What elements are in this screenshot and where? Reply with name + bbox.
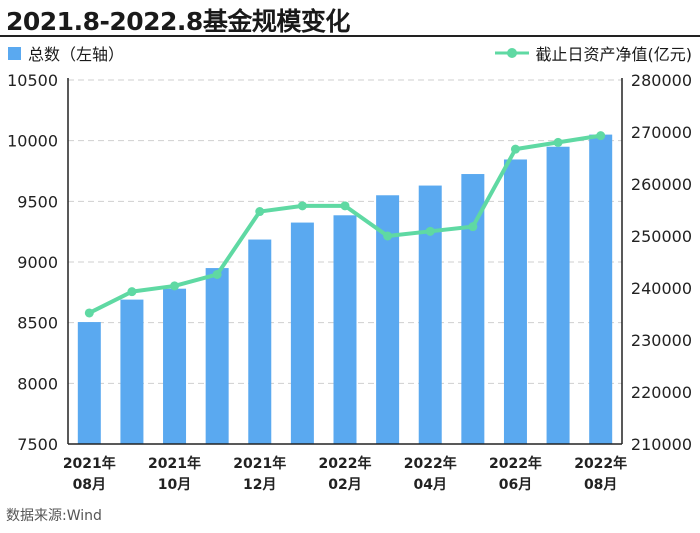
y-right-tick-label: 280000 bbox=[631, 71, 692, 90]
x-tick-label: 02月 bbox=[328, 477, 361, 493]
bar bbox=[461, 174, 485, 445]
x-tick-label: 2022年 bbox=[574, 455, 627, 472]
x-tick-label: 2022年 bbox=[319, 455, 372, 472]
bar bbox=[418, 185, 442, 444]
chart-title: 2021.8-2022.8基金规模变化 bbox=[6, 7, 350, 36]
title-divider bbox=[0, 35, 700, 37]
line-point bbox=[170, 281, 180, 291]
bar bbox=[163, 288, 187, 444]
x-tick-label: 04月 bbox=[413, 477, 446, 493]
y-right-tick-label: 220000 bbox=[631, 383, 692, 402]
x-tick-label: 10月 bbox=[158, 477, 191, 493]
bar bbox=[503, 159, 527, 444]
line-point bbox=[510, 144, 520, 154]
y-left-tick-label: 9000 bbox=[17, 253, 58, 272]
line-point bbox=[596, 131, 606, 141]
x-tick-label: 2021年 bbox=[233, 455, 286, 472]
x-tick-label: 08月 bbox=[584, 477, 617, 493]
line-point bbox=[84, 308, 94, 318]
line-point bbox=[340, 201, 350, 211]
legend-line: 截止日资产净值(亿元) bbox=[494, 41, 693, 65]
legend-bar-swatch bbox=[8, 46, 21, 60]
bar bbox=[248, 239, 272, 444]
line-point bbox=[297, 201, 307, 211]
y-left-tick-label: 10500 bbox=[7, 71, 58, 90]
y-right-tick-label: 240000 bbox=[631, 279, 692, 298]
legend-line-label: 截止日资产净值(亿元) bbox=[535, 45, 693, 64]
y-right-tick-label: 250000 bbox=[631, 227, 692, 246]
y-right-tick-label: 270000 bbox=[631, 123, 692, 142]
line-point bbox=[127, 287, 137, 297]
bar bbox=[589, 134, 613, 444]
line-point bbox=[255, 207, 265, 217]
y-right-tick-label: 210000 bbox=[631, 435, 692, 454]
x-tick-label: 2021年 bbox=[148, 455, 201, 472]
legend-line-swatch bbox=[494, 48, 529, 58]
x-tick-label: 2021年 bbox=[63, 455, 116, 472]
line-point bbox=[425, 226, 435, 236]
bar bbox=[333, 215, 357, 444]
y-left-tick-label: 8000 bbox=[17, 374, 58, 393]
y-right-tick-label: 260000 bbox=[631, 175, 692, 194]
source-note: 数据来源:Wind bbox=[6, 508, 102, 524]
y-right-tick-label: 230000 bbox=[631, 331, 692, 350]
x-tick-label: 2022年 bbox=[489, 455, 542, 472]
x-tick-label: 12月 bbox=[243, 477, 276, 493]
y-left-tick-label: 10000 bbox=[7, 132, 58, 151]
line-point bbox=[553, 137, 563, 147]
line-point bbox=[383, 231, 393, 241]
y-left-tick-label: 7500 bbox=[17, 435, 58, 454]
legend-bar: 总数（左轴） bbox=[8, 41, 124, 65]
line-point bbox=[468, 222, 478, 232]
bar bbox=[205, 268, 229, 444]
bar bbox=[376, 195, 400, 444]
bar bbox=[120, 299, 144, 444]
bar bbox=[546, 146, 570, 444]
x-tick-label: 2022年 bbox=[404, 455, 457, 472]
legend-bar-label: 总数（左轴） bbox=[28, 45, 125, 64]
x-tick-label: 08月 bbox=[73, 477, 106, 493]
y-left-tick-label: 8500 bbox=[17, 314, 58, 333]
y-left-tick-label: 9500 bbox=[17, 192, 58, 211]
x-tick-label: 06月 bbox=[499, 477, 532, 493]
line-point bbox=[212, 269, 222, 279]
bar bbox=[77, 322, 101, 444]
bar bbox=[290, 222, 314, 444]
